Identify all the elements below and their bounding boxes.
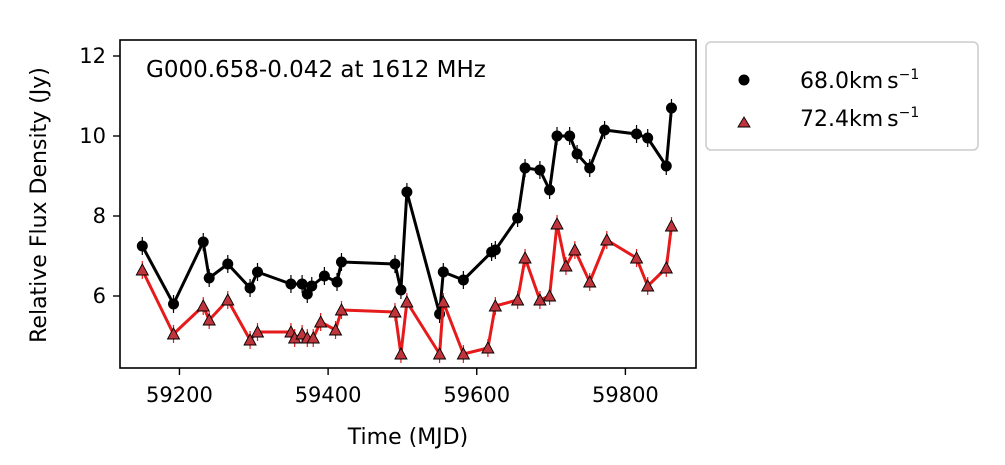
data-point [564,130,576,142]
data-point [389,258,401,270]
data-point [401,186,413,198]
data-point [559,259,573,272]
data-point [244,282,256,294]
data-point [542,289,557,302]
y-tick-label: 12 [79,44,106,68]
data-point [251,266,263,278]
x-tick-label: 59800 [592,383,659,407]
legend-marker-triangle-icon [737,116,751,128]
data-point [335,256,347,268]
data-point [166,327,181,340]
data-point [584,162,596,174]
chart-annotation: G000.658-0.042 at 1612 MHz [146,57,486,83]
data-point [318,270,330,282]
data-point [642,132,654,144]
data-point [551,130,563,142]
data-point [334,303,349,316]
data-point [400,295,414,308]
data-point [571,148,583,160]
data-point [388,305,402,318]
x-tick-label: 59400 [295,383,362,407]
series-2 [135,215,679,363]
data-point [600,233,614,246]
data-point [510,293,525,306]
data-point [534,164,546,176]
legend-entry-2-value: 72.4km [800,107,883,132]
data-point [512,212,524,224]
x-tick-label: 59200 [146,383,213,407]
data-point [221,293,235,306]
data-point [222,258,234,270]
data-point [582,275,597,288]
legend-entry-2-unit: s [887,107,898,132]
legend-entry-2: 72.4km s−1 [800,105,919,132]
data-point [243,333,257,346]
data-point [518,251,532,264]
data-point [313,315,328,328]
data-point [456,347,471,360]
data-point [394,347,408,360]
data-point [437,266,449,278]
data-point [544,184,556,196]
data-point [599,124,611,136]
y-tick-label: 6 [93,284,106,308]
data-point [306,280,318,292]
data-point [196,299,210,312]
data-point [301,288,313,300]
data-point [665,102,677,114]
legend-marker-circle-icon [738,74,750,86]
data-point [432,347,447,360]
legend-entry-1-unit: s [887,69,898,94]
legend-entry-1-value: 68.0km [800,69,883,94]
x-tick-label: 59600 [443,383,510,407]
plot-area [135,99,679,363]
legend: 68.0km s−1 72.4km s−1 [705,41,979,151]
data-point [664,219,679,232]
data-point [629,251,644,264]
series-2-line [140,222,673,356]
data-point [489,244,501,256]
legend-box [705,41,979,151]
x-axis-label: Time (MJD) [347,425,468,450]
axes-frame [119,39,697,369]
legend-entry-1: 68.0km s−1 [800,67,919,94]
data-point [481,341,495,354]
y-axis-label: Relative Flux Density (Jy) [27,67,52,343]
legend-entry-2-exponent: −1 [899,105,920,121]
legend-entry-1-exponent: −1 [899,67,920,83]
data-point [519,162,531,174]
data-point [568,243,582,256]
data-point [328,323,343,336]
data-point [135,263,150,276]
axis-ticks: 59200 59400 59600 59800 6 8 10 12 [79,44,659,407]
y-tick-label: 8 [93,204,106,228]
data-point [136,240,148,252]
data-point [660,160,672,172]
data-point [285,278,297,290]
data-point [640,279,655,292]
data-point [250,325,265,338]
data-point [550,217,564,230]
data-point [533,293,547,306]
data-point [457,274,469,286]
y-tick-label: 10 [79,124,106,148]
series-1 [136,99,677,323]
data-point [659,261,674,274]
data-point [296,278,308,290]
data-point [436,295,451,308]
data-point [331,276,343,288]
data-point [168,298,180,310]
data-point [488,299,503,312]
data-point [197,236,209,248]
data-point [202,313,216,326]
data-point [306,331,320,344]
data-point [631,128,643,140]
data-point [395,284,407,296]
data-point [203,272,215,284]
